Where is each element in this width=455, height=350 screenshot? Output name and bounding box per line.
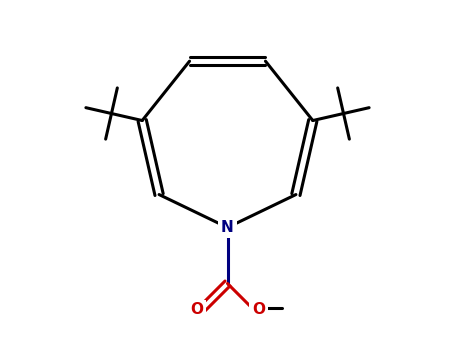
Text: O: O — [190, 302, 203, 317]
Text: O: O — [252, 302, 265, 317]
Text: N: N — [221, 220, 234, 235]
